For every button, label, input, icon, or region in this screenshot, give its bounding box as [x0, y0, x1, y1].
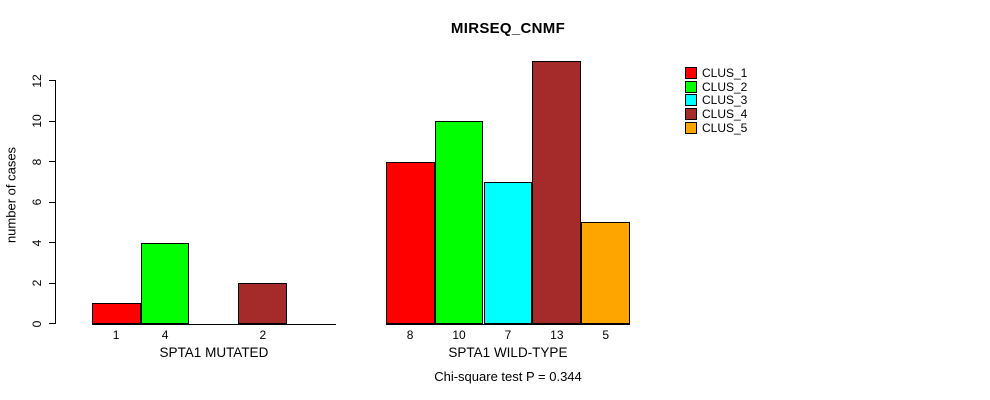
x-axis-baseline [385, 323, 631, 325]
legend-label: CLUS_5 [702, 120, 748, 135]
y-axis-tick-label: 10 [30, 114, 44, 128]
legend-swatch [685, 107, 697, 120]
y-axis-tick-label: 0 [30, 320, 44, 327]
legend: CLUS_1 CLUS_2 CLUS_3 CLUS_4 CLUS_5 [685, 66, 747, 135]
legend-item: CLUS_4 [685, 107, 747, 121]
legend-swatch [685, 121, 697, 134]
y-axis-tick [49, 80, 56, 82]
y-axis-tick-label: 4 [30, 239, 44, 246]
y-axis-tick-label: 8 [30, 158, 44, 165]
legend-swatch [685, 94, 697, 107]
legend-label: CLUS_4 [702, 106, 748, 121]
legend-item: CLUS_5 [685, 121, 747, 135]
y-axis-tick [49, 282, 56, 284]
y-axis-tick [49, 161, 56, 163]
y-axis-tick [49, 201, 56, 203]
bar-clus_5-group2 [581, 222, 631, 324]
legend-item: CLUS_3 [685, 93, 747, 107]
chart-title: MIRSEQ_CNMF [450, 20, 566, 37]
bar-clus_4-group2 [532, 60, 582, 324]
bar-value-label: 4 [161, 328, 169, 342]
y-axis-tick [49, 120, 56, 122]
legend-item: CLUS_2 [685, 80, 747, 94]
legend-label: CLUS_3 [702, 93, 748, 108]
y-axis-tick-label: 2 [30, 279, 44, 287]
bar-clus_2-group1 [140, 242, 190, 324]
legend-swatch [685, 66, 697, 79]
legend-label: CLUS_1 [702, 65, 748, 80]
y-axis-tick-label: 6 [30, 198, 44, 206]
y-axis-label: number of cases [3, 146, 19, 244]
bar-value-label: 7 [504, 328, 512, 342]
y-axis-tick-label: 12 [30, 74, 44, 88]
chi-square-note: Chi-square test P = 0.344 [434, 369, 582, 384]
bar-clus_2-group2 [434, 121, 484, 324]
group-label: SPTA1 MUTATED [159, 345, 269, 360]
bar-value-label: 5 [602, 328, 610, 342]
legend-label: CLUS_2 [702, 79, 748, 94]
y-axis-tick [49, 242, 56, 244]
bar-value-label: 1 [112, 328, 120, 342]
x-axis-baseline [91, 323, 337, 325]
bar-value-label: 10 [452, 328, 466, 342]
y-axis-line [55, 80, 56, 325]
legend-swatch [685, 80, 697, 93]
legend-item: CLUS_1 [685, 66, 747, 80]
bar-clus_1-group1 [91, 303, 141, 324]
bar-value-label: 8 [406, 328, 414, 342]
bar-value-label: 13 [550, 328, 564, 342]
bar-value-label: 2 [259, 328, 267, 342]
bar-clus_1-group2 [385, 161, 435, 324]
y-axis-tick [49, 323, 56, 324]
bar-clus_4-group1 [238, 283, 288, 324]
bar-clus_3-group2 [483, 181, 533, 324]
group-label: SPTA1 WILD-TYPE [448, 345, 568, 360]
